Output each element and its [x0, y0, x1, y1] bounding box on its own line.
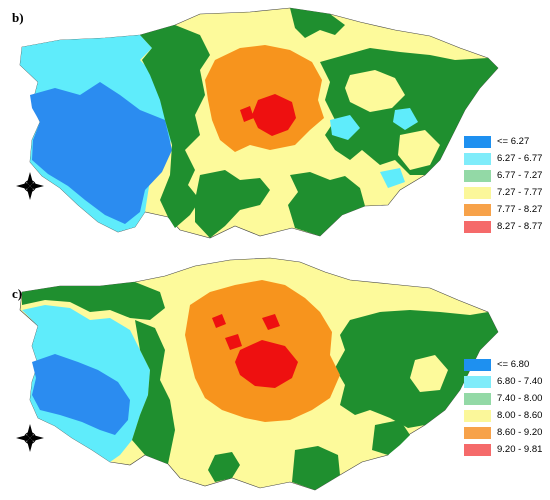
legend-label: 7.40 - 8.00 [497, 393, 543, 404]
map-region-red-small [225, 334, 242, 350]
legend-swatch [464, 426, 491, 439]
map-region-green-south [195, 170, 270, 238]
legend-item: 6.80 - 7.40 [464, 373, 542, 390]
map-region-red-small3 [212, 314, 226, 328]
compass-rose-icon [16, 424, 44, 452]
map-region-red-small2 [262, 314, 280, 330]
compass-rose-icon [16, 172, 44, 200]
legend-label: <= 6.27 [497, 136, 530, 147]
legend-item: 7.77 - 8.27 [464, 201, 542, 218]
legend-item: 7.27 - 7.77 [464, 184, 542, 201]
legend-item: <= 6.80 [464, 356, 542, 373]
legend-item: <= 6.27 [464, 133, 542, 150]
legend-swatch [464, 220, 491, 233]
legend-swatch [464, 169, 491, 182]
map-region-green-south3 [208, 452, 240, 482]
legend-swatch [464, 392, 491, 405]
legend-label: <= 6.80 [497, 359, 530, 370]
legend-label: 7.77 - 8.27 [497, 204, 543, 215]
map-region-yellow-east [410, 355, 448, 392]
legend-label: 8.27 - 8.77 [497, 221, 543, 232]
legend-swatch [464, 358, 491, 371]
legend-item: 6.27 - 6.77 [464, 150, 542, 167]
legend-label: 8.00 - 8.60 [497, 410, 543, 421]
map-region-blue-west [30, 82, 172, 224]
legend-label: 6.80 - 7.40 [497, 376, 543, 387]
map-region-yellow-east [345, 70, 405, 112]
legend-swatch [464, 409, 491, 422]
map-region-green-south2 [288, 172, 365, 236]
legend-b: <= 6.27 6.27 - 6.77 6.77 - 7.27 7.27 - 7… [464, 133, 542, 235]
legend-swatch [464, 443, 491, 456]
legend-label: 9.20 - 9.81 [497, 444, 543, 455]
map-region-red-small [240, 106, 254, 122]
map-region-cyan-east3 [380, 168, 405, 188]
map-region-green-south [372, 420, 410, 455]
legend-item: 8.60 - 9.20 [464, 424, 542, 441]
legend-label: 6.27 - 6.77 [497, 153, 543, 164]
legend-swatch [464, 203, 491, 216]
map-region-blue-west [32, 354, 130, 435]
map-region-red [252, 94, 296, 136]
map-region-yellow-east2 [398, 130, 440, 170]
panel-label: b) [12, 10, 24, 25]
panel-label: c) [12, 286, 23, 301]
legend-label: 8.60 - 9.20 [497, 427, 543, 438]
legend-label: 6.77 - 7.27 [497, 170, 543, 181]
legend-swatch [464, 152, 491, 165]
legend-swatch [464, 135, 491, 148]
legend-swatch [464, 186, 491, 199]
map-region-green-west [22, 282, 165, 320]
map-panel-c: c) <= [0, 250, 550, 500]
legend-item: 9.20 - 9.81 [464, 441, 542, 458]
choropleth-map-c [16, 257, 499, 491]
legend-item: 6.77 - 7.27 [464, 167, 542, 184]
map-panel-b: b) [12, 7, 542, 239]
legend-item: 8.27 - 8.77 [464, 218, 542, 235]
map-region-green-south2 [292, 446, 340, 490]
map-region-cyan-east [330, 115, 360, 140]
map-region-green-west2 [132, 320, 175, 464]
map-region-green-north [290, 8, 345, 38]
legend-label: 7.27 - 7.77 [497, 187, 543, 198]
legend-c: <= 6.80 6.80 - 7.40 7.40 - 8.00 8.00 - 8… [464, 356, 542, 458]
choropleth-map-b [16, 7, 499, 239]
map-region-red [235, 340, 298, 388]
map-region-cyan-east2 [393, 108, 418, 130]
map-region-green [140, 25, 210, 228]
legend-swatch [464, 375, 491, 388]
legend-item: 8.00 - 8.60 [464, 407, 542, 424]
legend-item: 7.40 - 8.00 [464, 390, 542, 407]
